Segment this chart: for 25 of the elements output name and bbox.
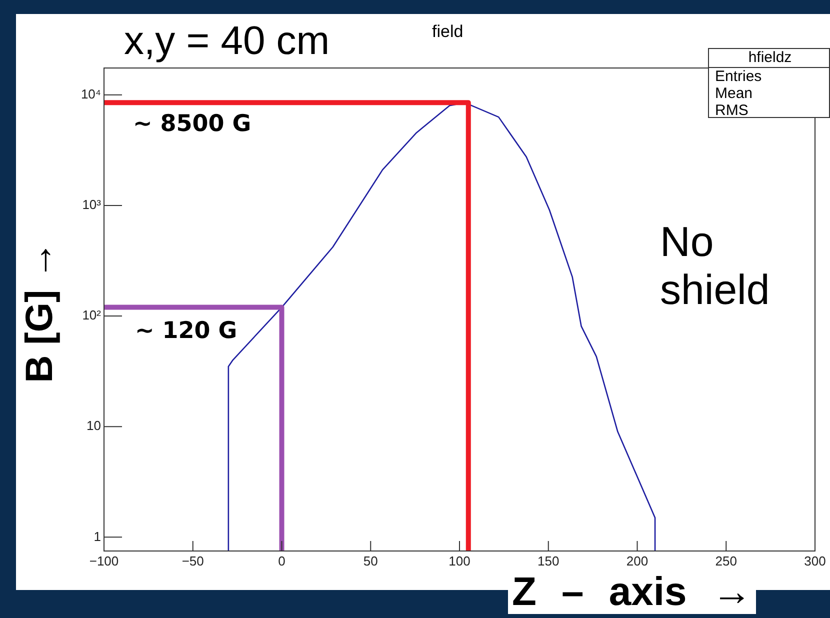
x-axis-title: Z – axis → — [508, 570, 756, 614]
y-tick-label: 10⁴ — [80, 86, 101, 102]
y-tick-label: 10 — [86, 418, 101, 434]
statistics-box: hfieldz Entries Mean RMS — [708, 48, 830, 118]
x-tick-label: 250 — [715, 553, 737, 568]
x-tick-label: 200 — [626, 553, 648, 568]
y-tick-label: 10² — [82, 308, 102, 323]
annotation: Mean — [715, 85, 753, 102]
y-axis-title: B [G] → — [18, 240, 62, 385]
y-tick-label: 10³ — [82, 197, 102, 212]
x-tick-label: 150 — [538, 553, 560, 568]
annotation: Entries — [715, 68, 762, 85]
text: x,y = 40 cm — [124, 18, 330, 64]
y-tick-label: 1 — [94, 528, 101, 544]
chart-title: field — [432, 22, 464, 42]
x-tick-label: 300 — [804, 553, 826, 568]
x-tick-label: −100 — [89, 553, 119, 568]
x-tick-label: 50 — [363, 553, 378, 568]
annotation: ~ 120 G — [135, 318, 238, 344]
annotation: ~ 8500 G — [133, 111, 252, 137]
x-tick-label: 100 — [448, 553, 470, 568]
annotation: No shield — [660, 218, 771, 314]
annotation: RMS — [715, 102, 748, 119]
x-tick-label: −50 — [182, 553, 204, 568]
x-tick-label: 0 — [278, 553, 286, 568]
